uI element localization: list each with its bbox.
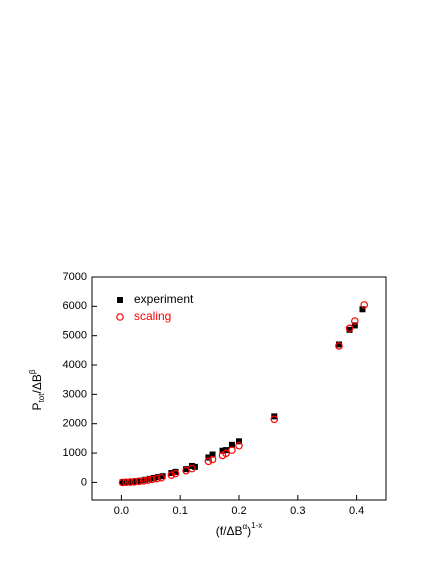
x-label-sup2: 1-x xyxy=(251,521,262,530)
legend-label: scaling xyxy=(134,309,171,323)
legend-label: experiment xyxy=(134,292,194,306)
point xyxy=(204,457,213,466)
y-tick-label: 2000 xyxy=(63,418,87,430)
point xyxy=(168,470,175,477)
y-tick-label: 4000 xyxy=(63,359,87,371)
x-tick-label: 0.2 xyxy=(231,505,246,517)
point xyxy=(351,322,358,329)
point xyxy=(159,473,166,480)
point xyxy=(235,441,243,450)
point xyxy=(236,438,242,445)
point xyxy=(209,451,216,458)
x-tick-label: 0.4 xyxy=(349,505,364,517)
y-tick-label: 5000 xyxy=(63,330,87,342)
point xyxy=(205,454,212,461)
point xyxy=(152,474,161,483)
point xyxy=(125,478,132,485)
y-label-sup: β xyxy=(28,369,37,374)
point xyxy=(346,326,353,333)
point xyxy=(360,301,369,309)
y-axis-label: Ptot/ΔBβ xyxy=(28,369,46,410)
y-label-sub: tot xyxy=(37,393,46,403)
point xyxy=(222,449,230,458)
y-label-mid: /ΔB xyxy=(30,374,44,393)
legend-marker xyxy=(117,297,123,303)
point xyxy=(359,306,366,313)
point xyxy=(208,455,217,464)
x-label-sup: α xyxy=(242,522,247,531)
point xyxy=(148,475,156,484)
x-tick-label: 0.3 xyxy=(290,505,305,517)
y-tick-label: 6000 xyxy=(63,300,87,312)
point xyxy=(128,478,135,485)
point xyxy=(172,468,179,475)
x-label-base: (f/ΔB xyxy=(216,524,243,538)
point xyxy=(219,447,226,454)
x-tick-label: 0.1 xyxy=(173,505,188,517)
point xyxy=(122,478,130,487)
x-label-mid: ) xyxy=(247,524,251,538)
point xyxy=(144,476,152,484)
y-tick-label: 7000 xyxy=(63,271,87,283)
point xyxy=(228,446,236,454)
point xyxy=(270,415,279,424)
point xyxy=(126,478,135,486)
point xyxy=(188,464,196,473)
point xyxy=(146,475,153,482)
point xyxy=(130,478,139,486)
point xyxy=(139,476,148,485)
point xyxy=(345,324,354,333)
point xyxy=(351,317,359,325)
point xyxy=(335,341,342,348)
x-tick-label: 0.0 xyxy=(114,505,129,517)
y-tick-label: 3000 xyxy=(63,388,87,400)
point xyxy=(183,466,190,473)
point xyxy=(157,473,166,482)
point xyxy=(171,469,180,478)
point xyxy=(335,342,343,350)
y-tick-label: 0 xyxy=(81,476,87,488)
legend-marker xyxy=(116,313,124,321)
y-tick-label: 1000 xyxy=(63,447,87,459)
x-axis-label: (f/ΔBα)1-x xyxy=(216,521,262,538)
point xyxy=(167,471,176,479)
point xyxy=(118,478,127,487)
point xyxy=(135,477,143,486)
y-label-base: P xyxy=(30,402,44,410)
point xyxy=(228,441,235,448)
